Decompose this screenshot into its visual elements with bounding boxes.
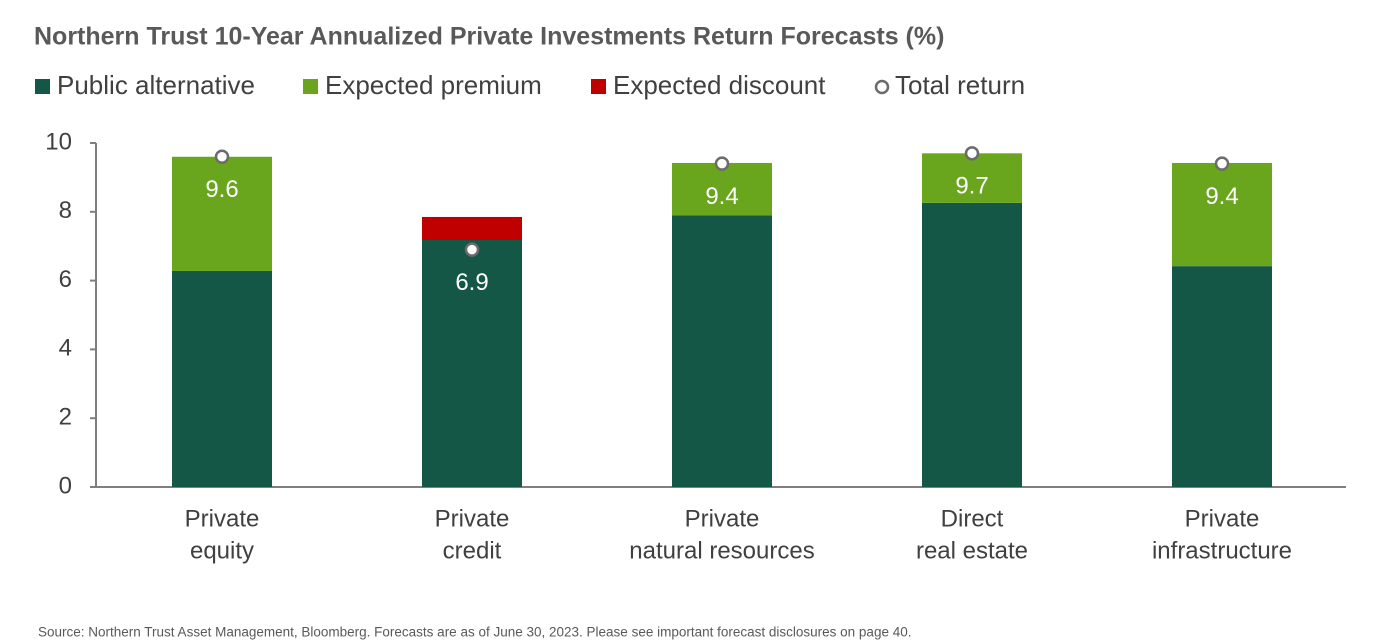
y-tick-label: 6	[59, 266, 72, 293]
x-tick-label: Private	[1185, 505, 1260, 532]
value-label: 9.4	[705, 183, 738, 210]
value-label: 9.4	[1205, 183, 1238, 210]
y-tick-label: 10	[45, 128, 72, 155]
legend-label: Public alternative	[57, 70, 255, 100]
value-label: 6.9	[455, 269, 488, 296]
total-marker	[214, 149, 230, 165]
legend-marker	[874, 79, 890, 95]
total-marker	[464, 242, 480, 257]
source-note: Source: Northern Trust Asset Management,…	[38, 625, 911, 640]
x-tick-label: natural resources	[629, 537, 814, 564]
bar-segment	[172, 156, 272, 271]
bar-segment	[672, 162, 772, 216]
legend-label: Expected premium	[325, 70, 542, 100]
value-label: 9.7	[955, 173, 988, 200]
total-marker	[1214, 156, 1230, 171]
legend-swatch	[303, 79, 318, 94]
bar-segment	[922, 153, 1022, 203]
legend-swatch	[35, 79, 50, 94]
legend-label: Expected discount	[613, 70, 826, 100]
bar-segment	[672, 215, 772, 488]
total-marker	[964, 146, 980, 161]
y-tick-label: 8	[59, 197, 72, 224]
bar-segment	[1172, 162, 1272, 267]
total-marker	[714, 156, 730, 171]
chart-title: Northern Trust 10-Year Annualized Privat…	[34, 23, 944, 51]
legend-label: Total return	[895, 70, 1025, 100]
bar-segment	[922, 202, 1022, 487]
bar-segment	[1172, 266, 1272, 487]
x-tick-label: infrastructure	[1152, 537, 1292, 564]
value-label: 9.6	[205, 176, 238, 203]
x-tick-label: real estate	[916, 537, 1028, 564]
x-tick-label: equity	[190, 537, 254, 564]
y-tick-label: 0	[59, 472, 72, 499]
x-tick-label: Private	[185, 505, 260, 532]
x-tick-label: credit	[443, 537, 502, 564]
bar-segment	[422, 216, 522, 241]
x-tick-label: Direct	[941, 505, 1004, 532]
bar-segment	[422, 240, 522, 487]
y-tick-label: 4	[59, 335, 72, 362]
x-tick-label: Private	[685, 505, 760, 532]
x-tick-label: Private	[435, 505, 510, 532]
y-tick-label: 2	[59, 404, 72, 431]
legend-swatch	[591, 79, 606, 94]
bar-segment	[172, 270, 272, 487]
